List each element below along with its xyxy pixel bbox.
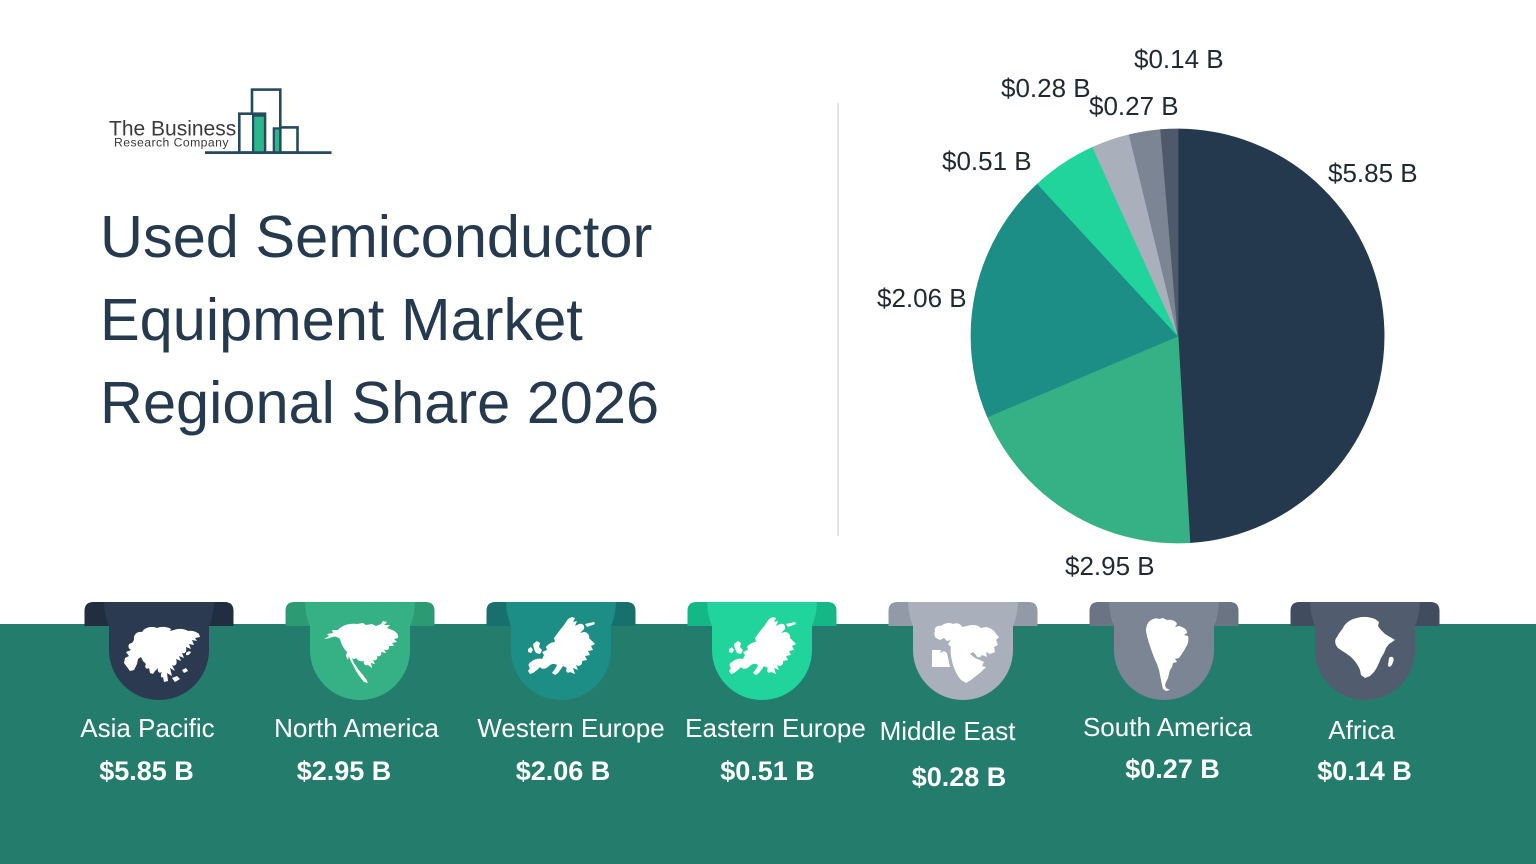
svg-text:The Business: The Business (109, 118, 236, 141)
svg-text:Research Company: Research Company (114, 135, 229, 149)
